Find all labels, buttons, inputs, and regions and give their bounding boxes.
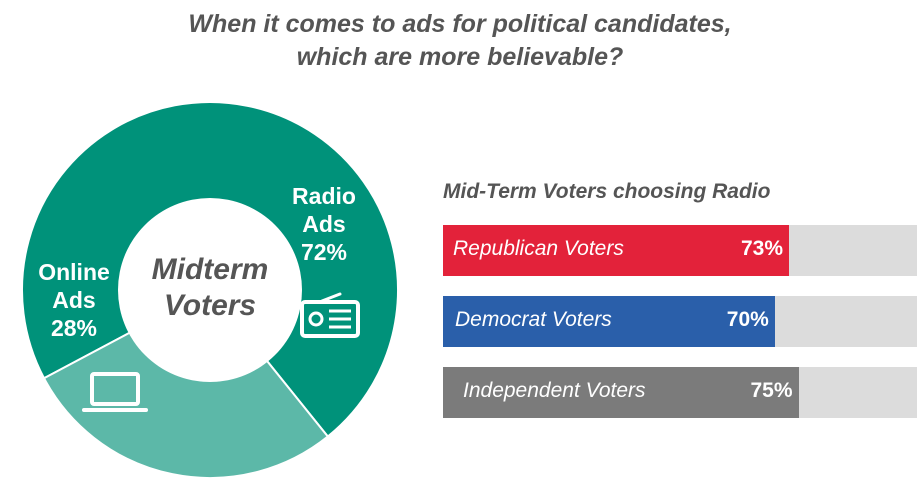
laptop-icon [82,372,148,412]
pie-slice-online [42,288,330,479]
bar-value-democrat: 70% [726,308,769,331]
online-slice-name-line-2: Ads [52,287,96,313]
chart-title: When it comes to ads for political candi… [0,8,920,74]
bar-label-republican: Republican Voters [453,237,624,260]
donut-center-line-1: Midterm [151,253,269,286]
bar-independent: Independent Voters 75% [443,367,799,418]
bar-track-republican: Republican Voters 73% [443,225,917,276]
bar-republican: Republican Voters 73% [443,225,790,276]
online-slice-value: 28% [50,315,98,341]
online-slice-name-line-1: Online [38,259,110,285]
radio-slice-name-line-2: Ads [302,211,346,237]
online-slice-label: Online Ads 28% [18,258,130,342]
bar-label-independent: Independent Voters [463,379,646,402]
bar-track-independent: Independent Voters 75% [443,367,917,418]
donut-center-label: Midterm Voters [120,252,300,324]
radio-slice-label: Radio Ads 72% [268,182,380,266]
radio-slice-name-line-1: Radio [292,183,356,209]
bar-value-independent: 75% [750,379,793,402]
radio-icon [300,292,360,338]
donut-hole [118,198,302,382]
chart-title-line-2: which are more believable? [296,43,624,71]
bar-chart-title: Mid-Term Voters choosing Radio [443,180,771,203]
chart-title-line-1: When it comes to ads for political candi… [188,10,732,38]
bar-value-republican: 73% [740,237,784,260]
donut-center-line-2: Voters [163,289,257,322]
bar-label-democrat: Democrat Voters [455,308,612,331]
radio-slice-value: 72% [300,239,348,265]
bar-democrat: Democrat Voters 70% [443,296,775,347]
bar-track-democrat: Democrat Voters 70% [443,296,917,347]
